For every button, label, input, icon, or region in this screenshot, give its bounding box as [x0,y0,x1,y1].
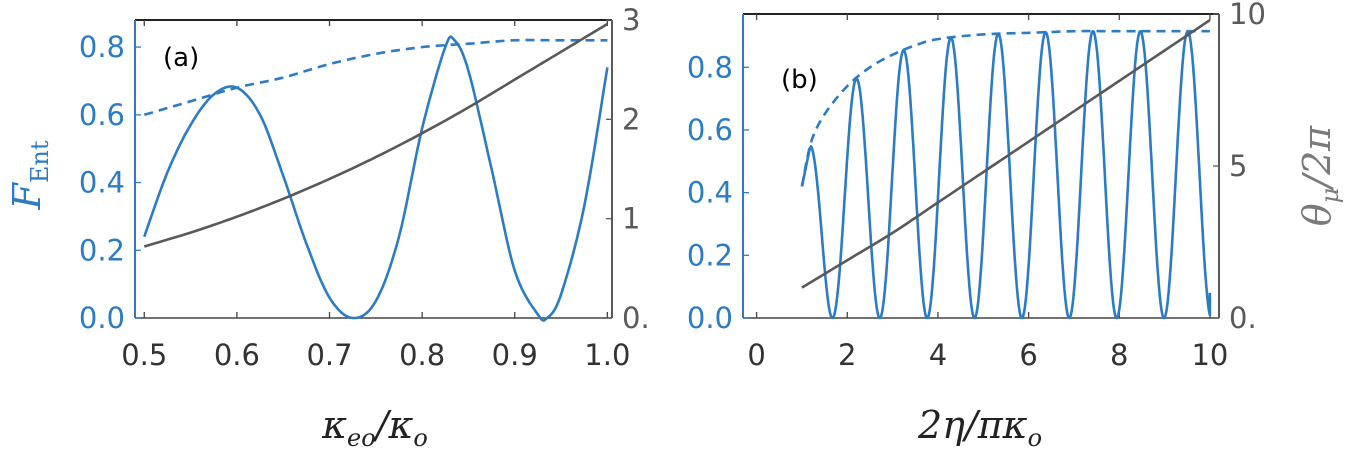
panel-label: (b) [781,65,818,95]
panel-label: (a) [163,43,199,73]
x-tick-label: 8 [1110,338,1128,372]
fidelity-line-b [800,29,1212,320]
x-tick-label: 6 [1019,338,1037,372]
y-left-tick-label: 0.8 [79,30,125,64]
y-left-tick-label: 0.8 [687,50,733,84]
x-axis-label-main: κ [321,403,347,447]
x-axis-label-den: κ [388,403,414,447]
y-left-tick-label: 0.2 [79,233,125,267]
x-tick-label: 0.6 [214,338,260,372]
y-left-tick-label: 0.6 [687,113,733,147]
y-axis-label-sub: μ [1316,188,1344,204]
x-axis-label-den: πκ [977,403,1028,447]
x-tick-label: 1.0 [584,338,630,372]
y-right-tick-label: 2 [622,102,640,136]
x-axis-label-den-sub: o [413,424,427,452]
x-tick-label: 4 [929,338,947,372]
y-right-tick-label: 3 [622,3,640,37]
x-tick-label: 0.9 [492,338,538,372]
x-tick-label: 0.5 [121,338,167,372]
x-axis-label-sub: eo [347,424,376,452]
y-left-tick-label: 0.6 [79,98,125,132]
phase-line-a [143,22,609,248]
panel-a: 0.5 0.6 0.7 0.8 0.9 1.0 0.0 0.2 0.4 0.6 0.8 0. 1 2 3 (a… [5,3,650,452]
y-axis-label: FEnt [5,140,54,210]
y-axis-label-main: θ [1295,203,1339,226]
y-right-tick-label: 0. [1229,301,1257,335]
x-axis-label: 2η/πκo [917,403,1042,452]
phase-line-b [801,19,1211,289]
y-right-tick-label: 5 [1229,149,1247,183]
panel-b: 0 2 4 6 8 100.00.20.40.60.80.510(b)2η/πκoθμ/2… [687,0,1344,452]
x-axis-label-main: 2η [917,403,965,447]
y-right-tick-label: 1 [622,202,640,236]
y-axis-label-sub: Ent [26,140,54,183]
y-axis-label-main: F [5,182,49,211]
x-tick-label: 0.7 [306,338,352,372]
x-axis-label-den-sub: o [1028,424,1042,452]
y-left-tick-label: 0.0 [79,301,125,335]
y-axis-label: θμ/2π [1295,125,1344,226]
y-left-tick-label: 0.4 [79,166,125,200]
y-left-tick-label: 0.2 [687,238,733,272]
x-tick-label: 0 [747,338,765,372]
x-tick-label: 10 [1191,338,1228,372]
y-axis-label-rest: /2π [1295,125,1339,192]
y-left-tick-label: 0.0 [687,301,733,335]
x-tick-label: 0.8 [399,338,445,372]
x-axis-label-slash: / [372,403,392,447]
y-right-tick-label: 10 [1229,0,1266,31]
y-right-tick-label: 0. [622,301,650,335]
fidelity-envelope-line-b [800,29,1210,187]
x-axis-label-slash: / [961,403,981,447]
fidelity-line-a [143,35,609,322]
y-left-tick-label: 0.4 [687,176,733,210]
fidelity-envelope-line-a [143,38,608,117]
x-axis-label: κeo/κo [321,403,428,452]
x-tick-label: 2 [838,338,856,372]
